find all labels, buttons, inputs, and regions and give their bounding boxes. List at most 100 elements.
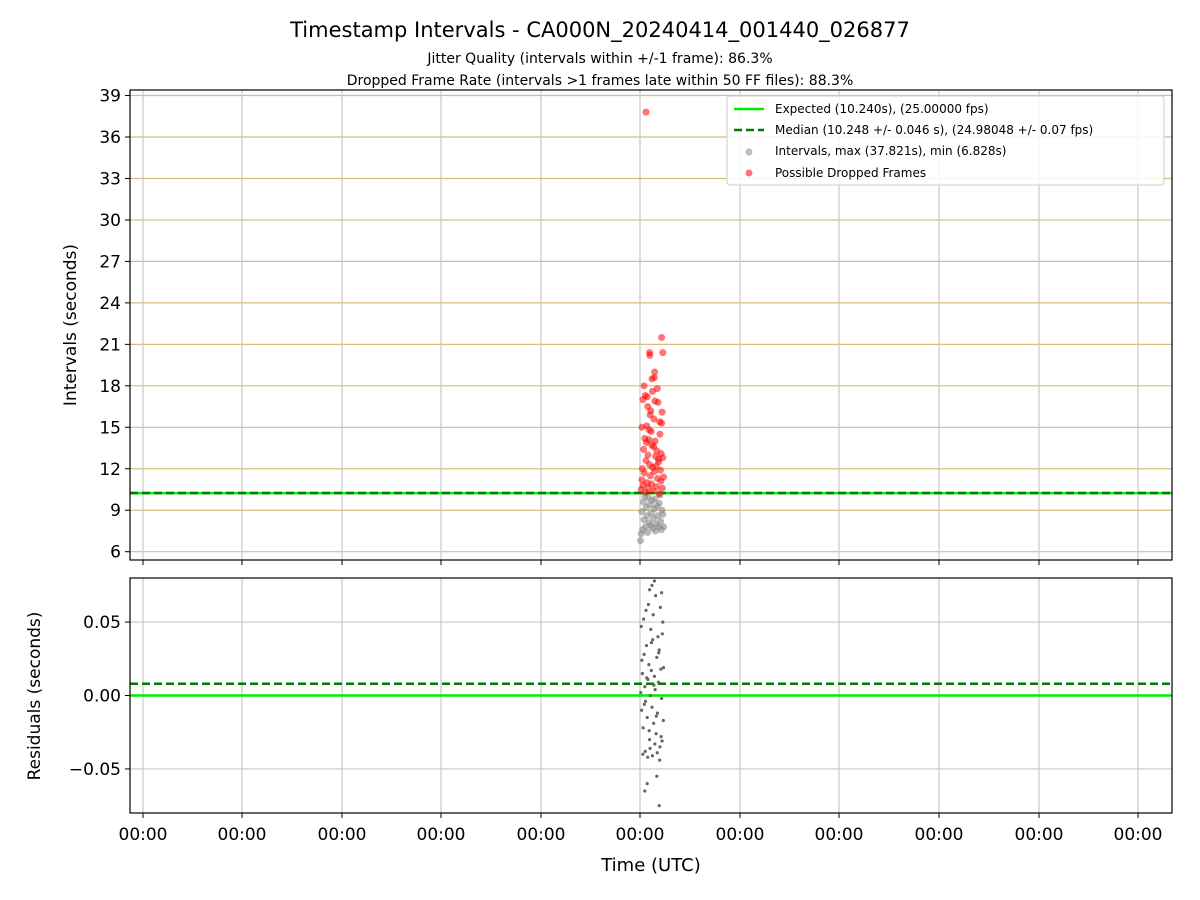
dropped-frame-point: [652, 483, 660, 491]
interval-point: [660, 523, 668, 531]
residuals-points: [639, 579, 666, 808]
residual-point: [657, 651, 661, 655]
residual-point: [658, 605, 663, 609]
interval-point: [657, 517, 665, 525]
dropped-frame-point: [650, 443, 658, 451]
residual-point: [643, 749, 647, 753]
intervals-y-tick-label: 30: [99, 211, 121, 231]
residual-point: [639, 624, 643, 629]
residual-point: [643, 789, 647, 793]
intervals-y-tick-label: 15: [99, 418, 121, 438]
residual-point: [659, 735, 663, 739]
intervals-y-tick-label: 24: [99, 294, 121, 314]
legend-intervals-label: Intervals, max (37.821s), min (6.828s): [775, 144, 1006, 158]
intervals-axes-frame: [129, 89, 1173, 561]
residual-point: [661, 620, 665, 624]
x-tick-label: 00:00: [517, 825, 566, 845]
residuals-y-tick-label: −0.05: [69, 760, 121, 780]
x-tick-label: 00:00: [616, 825, 665, 845]
residual-point: [649, 641, 654, 645]
residual-point: [640, 708, 644, 712]
dropped-frame-point: [640, 382, 648, 390]
residual-point: [645, 715, 649, 720]
residual-point: [652, 683, 656, 687]
x-tick-label: 00:00: [218, 825, 267, 845]
dropped-frame-point: [638, 423, 646, 431]
intervals-y-tick-label: 18: [99, 377, 121, 397]
dropped-frame-point: [647, 427, 655, 435]
legend-median-label: Median (10.248 +/- 0.046 s), (24.98048 +…: [775, 123, 1093, 137]
residual-point: [640, 658, 644, 662]
residual-point: [647, 729, 651, 733]
dropped-frame-point: [654, 455, 662, 463]
dropped-frame-point: [638, 476, 646, 484]
residual-point: [661, 665, 666, 670]
x-tick-label: 00:00: [119, 825, 168, 845]
dropped-frame-point: [658, 408, 666, 416]
residual-point: [648, 737, 652, 742]
residual-point: [655, 711, 660, 715]
intervals-y-tick-label: 33: [99, 169, 121, 189]
residual-point: [660, 696, 664, 701]
dropped-frame-point: [650, 468, 658, 476]
residual-point: [646, 755, 650, 759]
intervals-panel: 6 9 12 15 18 21 24 27 30 33 36 39 Intervals (second…: [61, 87, 1173, 565]
dropped-frame-point: [651, 368, 659, 376]
dropped-frame-point: [646, 349, 654, 357]
residual-point: [646, 602, 651, 607]
residuals-y-axis-label: Residuals (seconds): [25, 612, 45, 781]
residual-point: [655, 655, 659, 659]
residual-point: [656, 680, 661, 684]
residuals-x-ticks: 00:00 00:00 00:00 00:00 00:00 00:00 00:00 00:00…: [119, 813, 1163, 845]
interval-point: [636, 537, 644, 545]
residual-point: [643, 699, 648, 703]
residual-point: [644, 643, 649, 648]
residual-point: [650, 705, 654, 709]
dropped-frame-point: [659, 349, 667, 357]
residual-point: [654, 714, 658, 718]
residual-point: [640, 671, 645, 676]
legend-intervals-marker: [745, 148, 753, 156]
residual-point: [651, 638, 655, 642]
legend-box: [726, 95, 1165, 186]
intervals-y-tick-label: 39: [99, 87, 121, 107]
residual-point: [648, 693, 652, 698]
dropped-frame-point: [656, 430, 664, 438]
intervals-points: [636, 108, 668, 545]
legend-dropped-marker: [745, 169, 753, 177]
dropped-frame-point: [658, 484, 666, 492]
x-tick-label: 00:00: [417, 825, 466, 845]
dropped-frame-point: [656, 466, 664, 474]
dropped-frame-point: [651, 437, 659, 445]
intervals-y-tick-label: 12: [99, 460, 121, 480]
chart-subtitle-dropped: Dropped Frame Rate (intervals >1 frames …: [347, 73, 854, 89]
residual-point: [653, 742, 657, 746]
residual-point: [654, 594, 658, 598]
residual-point: [641, 752, 645, 756]
interval-point: [655, 499, 663, 507]
residual-point: [649, 668, 653, 673]
residual-point: [641, 726, 645, 730]
residual-point: [647, 663, 651, 667]
intervals-y-tick-label: 6: [110, 543, 121, 563]
interval-point: [651, 495, 659, 503]
residual-point: [652, 721, 656, 726]
residuals-y-tick-label: 0.05: [83, 613, 121, 633]
intervals-x-ticks: [142, 560, 1139, 565]
residual-point: [660, 591, 664, 595]
residual-point: [653, 688, 657, 692]
interval-point: [659, 510, 667, 518]
intervals-y-tick-label: 27: [99, 252, 121, 272]
residual-point: [660, 739, 664, 743]
residuals-panel: −0.050.000.05 00:00 00:00 00:00 00:00 00:00 0…: [25, 577, 1173, 876]
residual-point: [645, 676, 649, 680]
dropped-frame-point: [657, 477, 665, 485]
residual-point: [650, 754, 655, 758]
dropped-frame-point: [655, 490, 663, 498]
residual-point: [643, 685, 647, 689]
residual-point: [656, 635, 660, 639]
chart-subtitle-jitter: Jitter Quality (intervals within +/-1 fr…: [426, 51, 772, 67]
residual-point: [652, 579, 657, 583]
dropped-frame-point: [650, 374, 658, 382]
residual-point: [644, 608, 648, 612]
